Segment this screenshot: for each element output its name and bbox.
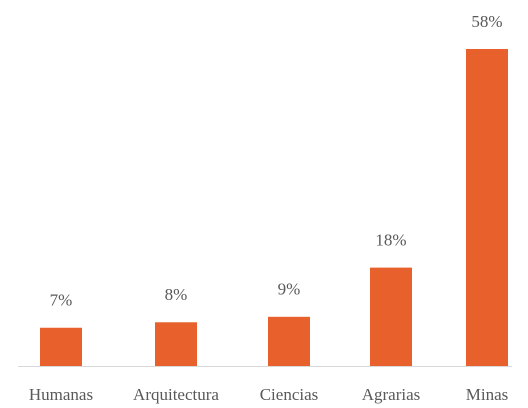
x-tick-label: Agrarias	[362, 385, 421, 404]
data-label: 8%	[165, 285, 188, 304]
bar	[466, 49, 508, 366]
bar	[370, 267, 412, 366]
x-tick-label: Humanas	[29, 385, 93, 404]
data-label: 58%	[471, 12, 502, 31]
bar	[268, 316, 310, 366]
data-label: 18%	[375, 231, 406, 250]
x-tick-label: Arquitectura	[133, 385, 219, 404]
data-label: 7%	[50, 291, 73, 310]
bar	[40, 327, 82, 366]
x-tick-label: Minas	[466, 385, 509, 404]
bar	[155, 322, 197, 366]
data-label: 9%	[278, 280, 301, 299]
x-tick-label: Ciencias	[260, 385, 319, 404]
